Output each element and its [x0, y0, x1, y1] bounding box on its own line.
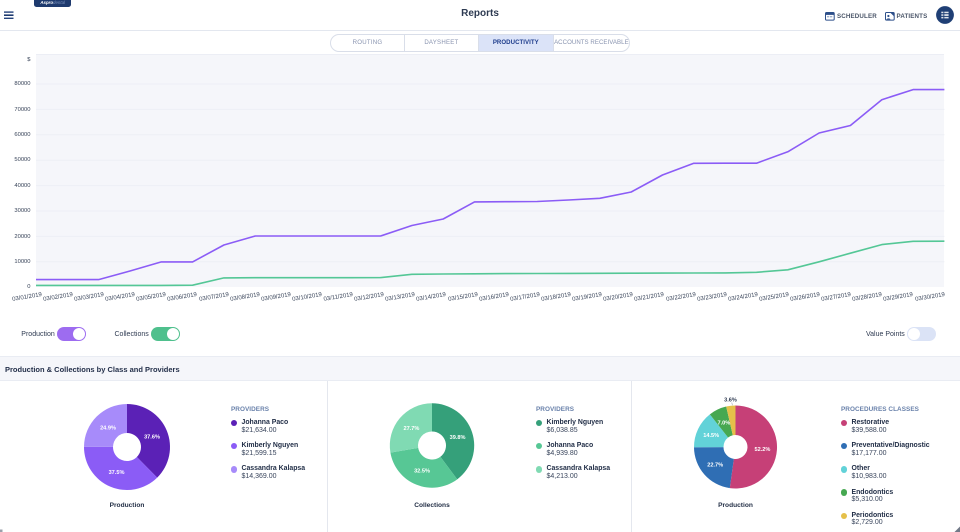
svg-text:22.7%: 22.7% — [707, 463, 723, 469]
svg-text:7.0%: 7.0% — [718, 421, 731, 427]
svg-text:39.8%: 39.8% — [450, 435, 466, 441]
svg-text:37.6%: 37.6% — [144, 435, 160, 441]
svg-text:52.2%: 52.2% — [754, 447, 770, 453]
svg-text:3.6%: 3.6% — [724, 398, 737, 404]
svg-text:14.5%: 14.5% — [703, 433, 719, 439]
svg-text:24.9%: 24.9% — [100, 426, 116, 432]
svg-text:32.5%: 32.5% — [414, 469, 430, 475]
svg-text:37.5%: 37.5% — [109, 470, 125, 476]
svg-text:27.7%: 27.7% — [403, 426, 419, 432]
